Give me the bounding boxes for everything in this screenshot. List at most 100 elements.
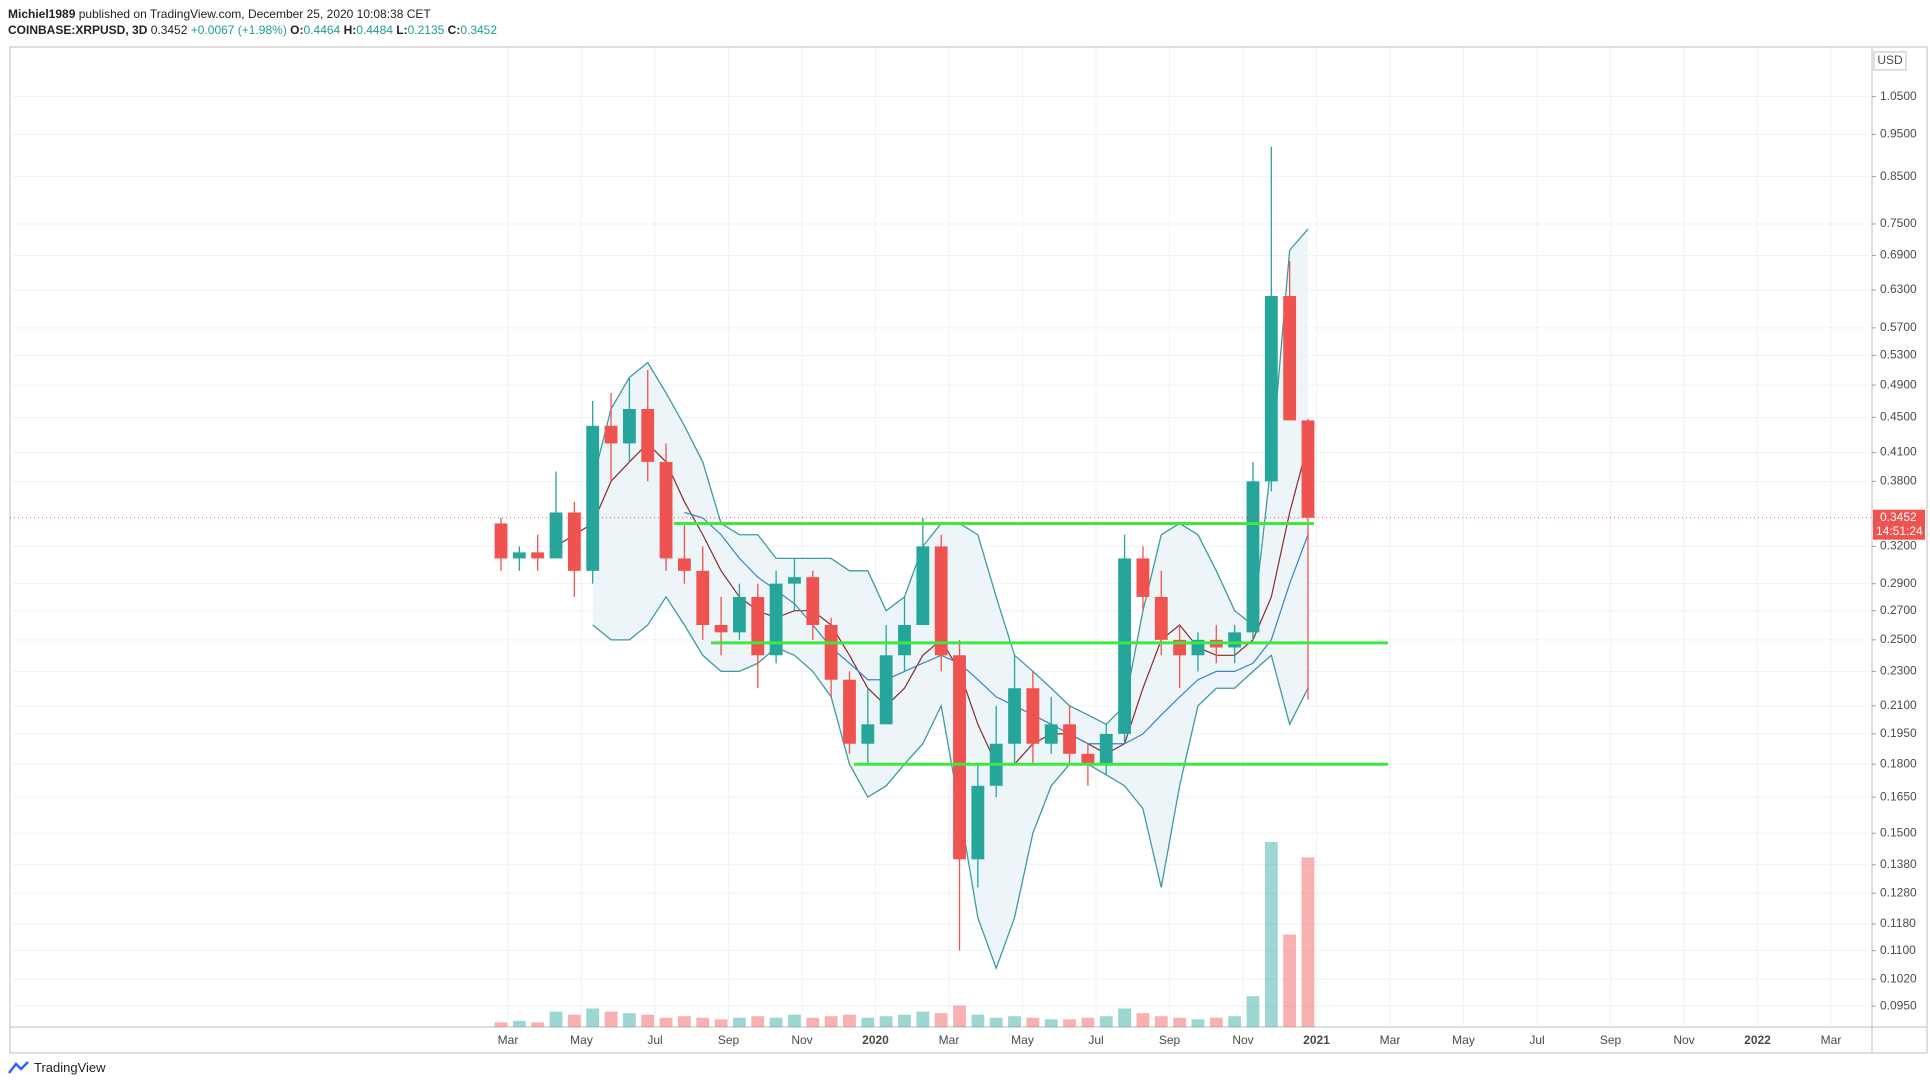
ohlc-label: C: <box>447 23 461 37</box>
header: Michiel1989 published on TradingView.com… <box>8 6 497 38</box>
symbol-line: COINBASE:XRPUSD, 3D 0.3452 +0.0067 (+1.9… <box>8 22 497 38</box>
volume-bar <box>843 1014 856 1027</box>
candle-body <box>1008 688 1021 744</box>
y-tick-label: 0.1100 <box>1880 943 1916 957</box>
y-tick-label: 0.1020 <box>1880 971 1917 985</box>
candle-body <box>494 523 508 559</box>
volume-bar <box>751 1016 765 1027</box>
x-tick-label: Nov <box>1673 1033 1694 1047</box>
symbol: COINBASE:XRPUSD, 3D <box>8 23 148 37</box>
currency-box <box>1873 51 1907 71</box>
y-tick-label: 0.1650 <box>1880 789 1917 803</box>
volume-bar <box>714 1019 728 1027</box>
x-tick-label: 2022 <box>1744 1033 1771 1047</box>
candle-body <box>1228 632 1242 648</box>
y-tick-label: 0.1800 <box>1880 756 1917 770</box>
volume-bar <box>531 1022 545 1027</box>
frame <box>9 46 1928 1054</box>
candle-body <box>1099 733 1113 765</box>
candle-body <box>769 583 783 656</box>
candle-body <box>1081 753 1095 765</box>
candle-body <box>1118 558 1132 734</box>
candle-body <box>1154 596 1168 640</box>
last: 0.3452 <box>150 23 188 37</box>
band-lower <box>592 595 1309 971</box>
publisher: Michiel1989 <box>8 7 76 21</box>
volume-bar <box>1191 1019 1205 1027</box>
volume-bar <box>1209 1017 1223 1027</box>
currency: USD <box>1877 53 1903 67</box>
candle-body <box>733 596 746 633</box>
logo-icon <box>8 1060 29 1074</box>
x-tick-label: May <box>570 1033 593 1047</box>
candle-body <box>567 512 581 571</box>
ohlc-h: H:0.4484 <box>344 23 393 37</box>
volume-bar <box>1246 996 1260 1027</box>
ohlc-o: O:0.4464 <box>290 23 340 37</box>
candle-body <box>714 624 728 633</box>
volume-bar <box>806 1017 820 1027</box>
candle-body <box>751 596 765 656</box>
candle-body <box>1063 724 1076 754</box>
volume-bar <box>733 1017 746 1027</box>
y-tick-label: 0.4900 <box>1880 377 1917 391</box>
volume-bar <box>989 1017 1003 1027</box>
y-tick-label: 0.8500 <box>1880 169 1917 183</box>
x-tick-label: Jul <box>647 1033 662 1047</box>
volume-bar <box>879 1016 893 1027</box>
y-tick-label: 0.1180 <box>1880 916 1916 930</box>
candle-body <box>531 552 545 559</box>
candle-body <box>1283 296 1297 421</box>
logo: TradingView <box>8 1060 106 1075</box>
volume-bar <box>1228 1016 1242 1027</box>
candle-body <box>512 552 526 559</box>
y-tick-label: 0.2300 <box>1880 664 1917 678</box>
volume-bar <box>512 1020 526 1027</box>
x-tick-label: 2021 <box>1303 1033 1330 1047</box>
countdown: 14:51:24 <box>1876 524 1923 538</box>
volume-bar <box>1264 842 1278 1027</box>
y-tick-label: 0.3800 <box>1880 474 1917 488</box>
candle-body <box>696 570 710 625</box>
x-tick-label: May <box>1452 1033 1475 1047</box>
ohlc-value: 0.3452 <box>460 23 498 37</box>
volume-bar <box>824 1016 838 1027</box>
y-tick-label: 0.3200 <box>1880 539 1917 553</box>
y-tick-label: 0.4100 <box>1880 445 1917 459</box>
x-tick-label: Sep <box>1600 1033 1622 1047</box>
y-tick-label: 0.0950 <box>1880 998 1917 1012</box>
logo-text: TradingView <box>34 1060 106 1075</box>
publish-line: Michiel1989 published on TradingView.com… <box>8 6 497 22</box>
ohlc-label: O: <box>290 23 304 37</box>
x-tick-label: Jul <box>1529 1033 1544 1047</box>
y-tick-label: 0.9500 <box>1880 127 1917 141</box>
y-tick-label: 0.5700 <box>1880 320 1917 334</box>
ohlc-value: 0.2135 <box>407 23 445 37</box>
volume-bar <box>788 1014 801 1027</box>
volume-bar <box>1154 1016 1168 1027</box>
candle-body <box>1026 688 1040 744</box>
y-tick-label: 0.5300 <box>1880 348 1917 362</box>
x-tick-label: Jul <box>1088 1033 1103 1047</box>
y-tick-label: 0.2100 <box>1880 698 1917 712</box>
candle-body <box>971 785 985 860</box>
x-tick-label: Sep <box>1159 1033 1181 1047</box>
volume-bar <box>1099 1016 1113 1027</box>
volume-bar <box>1063 1019 1076 1027</box>
chart: USD Mar May Jul Sep Nov 2020 Mar May Jul Sep Nov 20… <box>9 46 1928 1054</box>
candle-body <box>898 624 911 656</box>
x-tick-label: Mar <box>498 1033 519 1047</box>
volume-bar <box>1173 1017 1187 1027</box>
volume-bar <box>916 1011 930 1027</box>
volume-bar <box>769 1017 783 1027</box>
volume-bar <box>1026 1017 1040 1027</box>
x-tick-label: Nov <box>791 1033 812 1047</box>
volume-bar <box>1136 1013 1150 1027</box>
volume-bar <box>1008 1016 1021 1027</box>
volume-bar <box>953 1005 966 1027</box>
y-tick-label: 0.1380 <box>1880 857 1917 871</box>
volume-bar <box>696 1017 710 1027</box>
x-tick-label: Mar <box>1821 1033 1842 1047</box>
volume-bar <box>586 1008 600 1027</box>
